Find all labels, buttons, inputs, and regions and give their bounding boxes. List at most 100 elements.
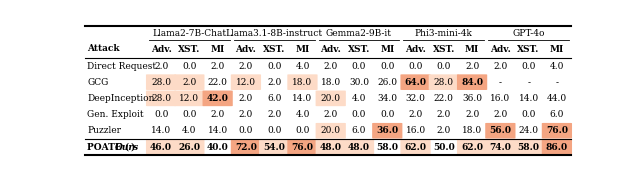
Text: 0.0: 0.0 — [436, 62, 451, 71]
FancyBboxPatch shape — [231, 139, 261, 155]
Text: 18.0: 18.0 — [292, 78, 312, 87]
Text: 0.0: 0.0 — [267, 62, 282, 71]
Text: 58.0: 58.0 — [376, 143, 398, 152]
Text: GCG: GCG — [88, 78, 109, 87]
FancyBboxPatch shape — [231, 74, 261, 90]
FancyBboxPatch shape — [457, 74, 487, 90]
Text: 36.0: 36.0 — [462, 94, 482, 103]
Text: 2.0: 2.0 — [267, 110, 282, 119]
Text: Adv.: Adv. — [320, 45, 341, 54]
Text: 4.0: 4.0 — [295, 62, 310, 71]
Text: 76.0: 76.0 — [546, 126, 568, 135]
Text: 16.0: 16.0 — [406, 126, 426, 135]
Text: -: - — [556, 78, 559, 87]
Text: 4.0: 4.0 — [295, 110, 310, 119]
Text: Llama3.1-8B-instruct: Llama3.1-8B-instruct — [226, 29, 323, 38]
FancyBboxPatch shape — [485, 139, 515, 155]
Text: 32.0: 32.0 — [406, 94, 426, 103]
FancyBboxPatch shape — [202, 91, 233, 106]
Text: 48.0: 48.0 — [348, 143, 370, 152]
Text: 2.0: 2.0 — [465, 110, 479, 119]
Text: MI: MI — [550, 45, 564, 54]
Text: MI: MI — [295, 45, 310, 54]
Text: Attack: Attack — [88, 44, 120, 53]
Text: 2.0: 2.0 — [239, 62, 253, 71]
Text: MI: MI — [211, 45, 225, 54]
FancyBboxPatch shape — [401, 74, 431, 90]
Text: 2.0: 2.0 — [267, 78, 282, 87]
Text: 14.0: 14.0 — [518, 94, 539, 103]
Text: 62.0: 62.0 — [461, 143, 483, 152]
Text: 20.0: 20.0 — [321, 94, 340, 103]
Text: 2.0: 2.0 — [154, 62, 168, 71]
Text: Adv.: Adv. — [405, 45, 426, 54]
Text: 30.0: 30.0 — [349, 78, 369, 87]
Text: 28.0: 28.0 — [434, 78, 454, 87]
Text: 6.0: 6.0 — [352, 126, 366, 135]
FancyBboxPatch shape — [485, 123, 515, 139]
FancyBboxPatch shape — [287, 74, 317, 90]
FancyBboxPatch shape — [174, 74, 205, 90]
Text: 4.0: 4.0 — [352, 94, 366, 103]
Text: 12.0: 12.0 — [236, 78, 256, 87]
Text: 14.0: 14.0 — [292, 94, 312, 103]
Text: Direct Request: Direct Request — [88, 62, 157, 71]
Text: 36.0: 36.0 — [376, 126, 398, 135]
Text: 2.0: 2.0 — [182, 78, 196, 87]
Text: 22.0: 22.0 — [208, 78, 228, 87]
Text: 2.0: 2.0 — [465, 62, 479, 71]
Text: 24.0: 24.0 — [518, 126, 539, 135]
Text: 42.0: 42.0 — [207, 94, 228, 103]
Text: 0.0: 0.0 — [352, 62, 366, 71]
Text: 26.0: 26.0 — [179, 143, 200, 152]
Text: 0.0: 0.0 — [408, 62, 423, 71]
Text: 0.0: 0.0 — [154, 110, 168, 119]
Text: 4.0: 4.0 — [182, 126, 196, 135]
Text: 50.0: 50.0 — [433, 143, 454, 152]
Text: 28.0: 28.0 — [151, 94, 171, 103]
Text: Llama2-7B-Chat: Llama2-7B-Chat — [152, 29, 227, 38]
Text: POATE (: POATE ( — [88, 143, 129, 152]
Text: 0.0: 0.0 — [182, 62, 196, 71]
Text: 2.0: 2.0 — [239, 110, 253, 119]
Text: 20.0: 20.0 — [321, 126, 340, 135]
FancyBboxPatch shape — [174, 91, 205, 106]
Text: Adv.: Adv. — [490, 45, 511, 54]
Text: 12.0: 12.0 — [179, 94, 200, 103]
Text: 28.0: 28.0 — [151, 78, 171, 87]
Text: 2.0: 2.0 — [211, 110, 225, 119]
FancyBboxPatch shape — [513, 139, 544, 155]
Text: 40.0: 40.0 — [207, 143, 228, 152]
FancyBboxPatch shape — [146, 139, 176, 155]
Text: 16.0: 16.0 — [490, 94, 511, 103]
Text: 2.0: 2.0 — [324, 110, 338, 119]
FancyBboxPatch shape — [146, 74, 176, 90]
Text: Phi3-mini-4k: Phi3-mini-4k — [415, 29, 473, 38]
Text: 0.0: 0.0 — [295, 126, 310, 135]
Text: XST.: XST. — [263, 45, 285, 54]
Text: 2.0: 2.0 — [324, 62, 338, 71]
FancyBboxPatch shape — [316, 139, 346, 155]
Text: XST.: XST. — [348, 45, 370, 54]
Text: XST.: XST. — [178, 45, 200, 54]
Text: MI: MI — [380, 45, 394, 54]
FancyBboxPatch shape — [542, 139, 572, 155]
Text: 14.0: 14.0 — [151, 126, 171, 135]
Text: 0.0: 0.0 — [182, 110, 196, 119]
Text: 26.0: 26.0 — [377, 78, 397, 87]
Text: 62.0: 62.0 — [404, 143, 426, 152]
Text: -: - — [527, 78, 530, 87]
FancyBboxPatch shape — [316, 91, 346, 106]
Text: 86.0: 86.0 — [546, 143, 568, 152]
Text: 0.0: 0.0 — [352, 110, 366, 119]
Text: 64.0: 64.0 — [404, 78, 426, 87]
Text: ): ) — [130, 143, 134, 152]
Text: 22.0: 22.0 — [434, 94, 454, 103]
Text: 4.0: 4.0 — [550, 62, 564, 71]
Text: 0.0: 0.0 — [380, 110, 394, 119]
Text: 84.0: 84.0 — [461, 78, 483, 87]
Text: 0.0: 0.0 — [239, 126, 253, 135]
FancyBboxPatch shape — [316, 123, 346, 139]
Text: 18.0: 18.0 — [462, 126, 482, 135]
Text: Ours: Ours — [115, 143, 139, 152]
